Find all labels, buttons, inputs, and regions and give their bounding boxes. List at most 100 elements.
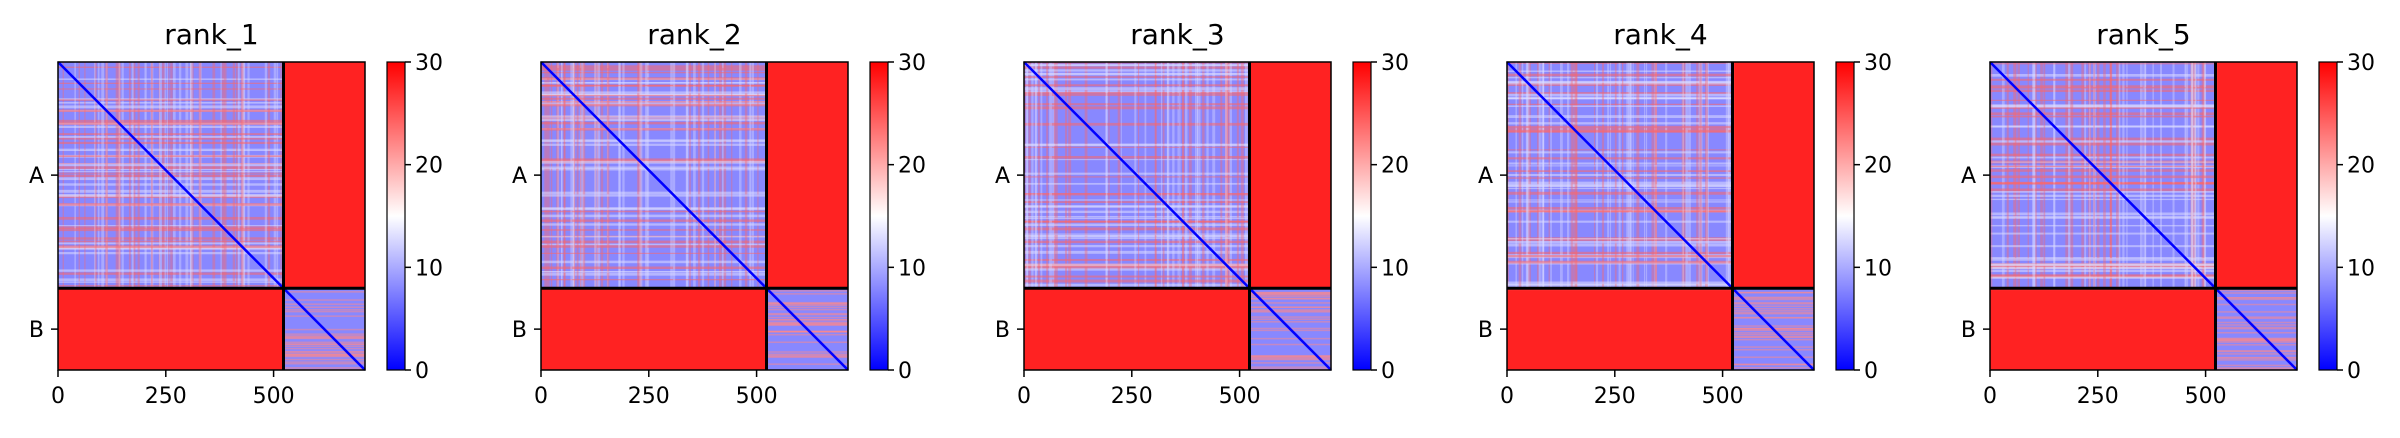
texture-stripe <box>541 91 767 94</box>
diagonal-line <box>1506 61 1815 371</box>
texture-stripe <box>1245 62 1248 289</box>
texture-stripe <box>1177 62 1179 289</box>
texture-stripe <box>1728 62 1731 289</box>
texture-stripe <box>541 139 767 142</box>
texture-stripe <box>58 78 284 80</box>
texture-stripe <box>58 247 284 250</box>
texture-stripe <box>1024 62 1026 289</box>
texture-stripe <box>1024 250 1250 254</box>
texture-stripe <box>541 271 767 273</box>
texture-stripe <box>1990 85 2216 88</box>
pae-panel-3: rank_3 0 250 500 A B 0 10 20 30 <box>995 18 1409 409</box>
texture-stripe <box>264 62 268 289</box>
texture-stripe <box>1507 188 1733 190</box>
texture-stripe <box>1249 297 1331 300</box>
texture-stripe <box>1601 62 1605 289</box>
texture-stripe <box>2215 317 2297 319</box>
texture-stripe <box>1182 62 1185 289</box>
texture-stripe <box>2088 62 2092 289</box>
texture-stripe <box>2126 62 2128 289</box>
texture-stripe <box>638 62 642 289</box>
colorbar-tick-label: 30 <box>2347 51 2375 76</box>
texture-stripe <box>2084 62 2087 289</box>
texture-stripe <box>2203 62 2206 289</box>
texture-stripe <box>541 223 767 226</box>
texture-stripe <box>2093 62 2095 289</box>
texture-stripe <box>1699 62 1702 289</box>
texture-stripe <box>1507 103 1733 105</box>
texture-stripe <box>58 172 284 174</box>
panel-title: rank_3 <box>1130 18 1224 51</box>
texture-stripe <box>766 323 848 326</box>
texture-stripe <box>2152 62 2154 289</box>
texture-stripe <box>1990 169 2216 172</box>
texture-stripe <box>1507 73 1733 77</box>
texture-stripe <box>563 62 565 289</box>
texture-stripe <box>1507 283 1733 287</box>
texture-stripe <box>283 341 365 344</box>
texture-stripe <box>2032 62 2036 289</box>
x-tick-label: 500 <box>1219 384 1261 409</box>
texture-stripe <box>2122 62 2125 289</box>
texture-stripe <box>1732 296 1814 299</box>
texture-stripe <box>1990 276 2216 279</box>
texture-stripe <box>133 62 136 289</box>
texture-stripe <box>1507 177 1733 179</box>
x-tick-label: 250 <box>1111 384 1153 409</box>
texture-stripe <box>1117 62 1121 289</box>
texture-stripe <box>541 101 767 103</box>
texture-stripe <box>1991 62 1993 289</box>
texture-stripe <box>1249 366 1331 368</box>
colorbar-tick-label: 0 <box>1864 359 1878 384</box>
texture-stripe <box>1507 255 1733 258</box>
y-chain-label: A <box>1478 164 1493 189</box>
texture-stripe <box>1120 62 1122 289</box>
texture-stripe <box>1024 244 1250 248</box>
x-tick-label: 500 <box>736 384 778 409</box>
texture-stripe <box>1024 84 1250 87</box>
texture-stripe <box>1025 62 1028 289</box>
texture-stripe <box>1507 80 1733 84</box>
texture-stripe <box>1990 245 2216 248</box>
texture-stripe <box>1518 62 1522 289</box>
colorbar-tick-label: 20 <box>1864 154 1892 179</box>
texture-stripe <box>1172 62 1175 289</box>
texture-stripe <box>1240 62 1244 289</box>
texture-stripe <box>1990 161 2216 163</box>
texture-stripe <box>766 316 848 319</box>
texture-stripe <box>541 219 767 222</box>
texture-stripe <box>2116 62 2119 289</box>
texture-stripe <box>619 62 621 289</box>
texture-stripe <box>2215 359 2297 361</box>
texture-stripe <box>541 84 767 86</box>
texture-stripe <box>1990 86 2216 89</box>
texture-stripe <box>766 356 848 358</box>
texture-stripe <box>1024 193 1250 195</box>
x-tick-label: 0 <box>51 384 65 409</box>
texture-stripe <box>1507 162 1733 165</box>
texture-stripe <box>1732 335 1814 338</box>
texture-stripe <box>1507 129 1733 133</box>
texture-stripe <box>541 71 767 74</box>
texture-stripe <box>541 252 767 254</box>
texture-stripe <box>2215 357 2297 359</box>
texture-stripe <box>541 168 767 171</box>
texture-stripe <box>1249 295 1331 298</box>
texture-stripe <box>1990 73 2216 77</box>
plot-frame <box>57 61 366 371</box>
texture-stripe <box>1990 275 2216 278</box>
texture-stripe <box>2215 303 2297 306</box>
texture-stripe <box>1249 321 1331 323</box>
texture-stripe <box>283 315 365 317</box>
texture-stripe <box>236 62 238 289</box>
colorbar-tick-label: 30 <box>1381 51 1409 76</box>
texture-stripe <box>2053 62 2055 289</box>
texture-stripe <box>1249 357 1331 360</box>
y-chain-label: B <box>1478 318 1493 343</box>
texture-stripe <box>1185 62 1188 289</box>
texture-stripe <box>686 62 689 289</box>
texture-stripe <box>541 103 767 107</box>
texture-stripe <box>1194 62 1197 289</box>
texture-stripe <box>2006 62 2009 289</box>
texture-stripe <box>1732 346 1814 348</box>
